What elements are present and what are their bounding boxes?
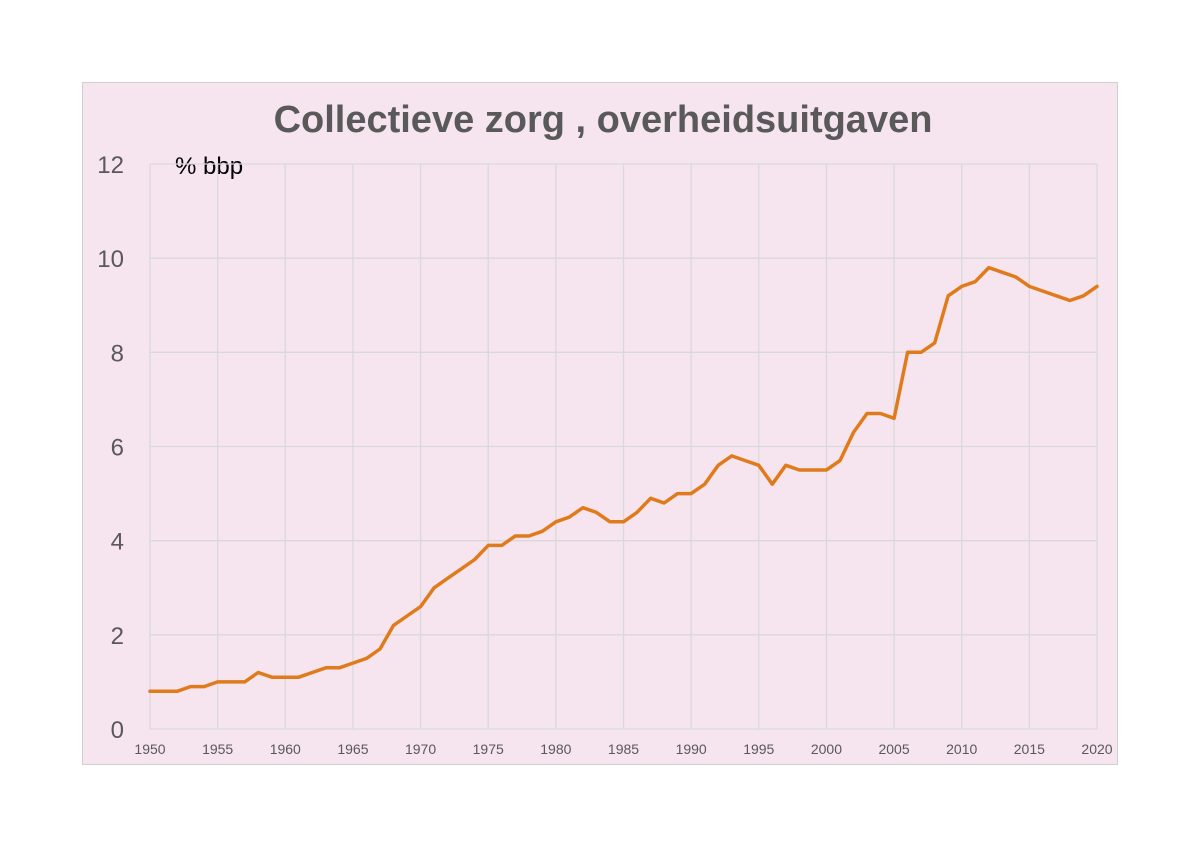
x-tick-label: 2020 <box>1081 741 1112 757</box>
x-tick-label: 1955 <box>202 741 233 757</box>
y-tick-label: 8 <box>111 340 124 367</box>
y-tick-label: 12 <box>97 152 124 179</box>
x-axis-ticks: 1950 1955 1960 1965 1970 1975 1980 1985 1990 1995… <box>134 741 1112 757</box>
y-tick-label: 0 <box>111 717 124 744</box>
y-tick-label: 10 <box>97 246 124 273</box>
x-tick-label: 1960 <box>270 741 301 757</box>
x-tick-label: 2000 <box>811 741 842 757</box>
x-tick-label: 2015 <box>1014 741 1045 757</box>
x-tick-label: 1950 <box>134 741 165 757</box>
y-axis-ticks: 0 2 4 6 8 10 12 <box>97 152 124 744</box>
x-tick-label: 1980 <box>540 741 571 757</box>
y-tick-label: 4 <box>111 529 124 556</box>
y-axis-unit-label: % bbp <box>175 153 243 180</box>
x-tick-label: 2010 <box>946 741 977 757</box>
x-tick-label: 1965 <box>337 741 368 757</box>
series-line <box>148 265 1099 694</box>
x-tick-label: 1975 <box>473 741 504 757</box>
y-tick-label: 2 <box>111 623 124 650</box>
x-tick-label: 1985 <box>608 741 639 757</box>
grid <box>149 163 1098 730</box>
chart-area <box>82 82 1118 765</box>
y-tick-label: 6 <box>111 435 124 462</box>
series-layer <box>148 265 1099 694</box>
x-tick-label: 2005 <box>878 741 909 757</box>
x-tick-label: 1990 <box>676 741 707 757</box>
x-tick-label: 1970 <box>405 741 436 757</box>
x-tick-label: 1995 <box>743 741 774 757</box>
chart-title: Collectieve zorg , overheidsuitgaven <box>274 99 933 141</box>
